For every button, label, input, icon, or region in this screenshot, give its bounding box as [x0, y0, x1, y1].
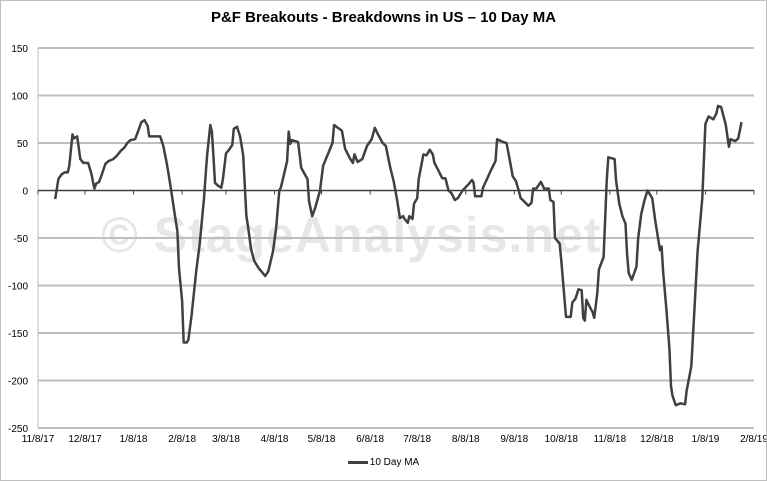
x-tick-label: 3/8/18 — [212, 434, 240, 445]
y-tick-label: -50 — [14, 234, 29, 245]
y-tick-label: -100 — [8, 282, 28, 293]
y-tick-label: -150 — [8, 329, 28, 340]
legend-label: 10 Day MA — [369, 457, 420, 468]
y-tick-label: 0 — [22, 187, 28, 198]
series-line-10-day-ma — [53, 104, 743, 407]
x-tick-label: 11/8/18 — [594, 434, 627, 445]
x-tick-label: 4/8/18 — [261, 434, 289, 445]
y-tick-label: 100 — [11, 92, 28, 103]
chart-title: P&F Breakouts - Breakdowns in US – 10 Da… — [210, 9, 557, 26]
x-tick-label: 6/8/18 — [356, 434, 384, 445]
x-tick-label: 2/8/19 — [740, 434, 767, 445]
x-tick-label: 11/8/17 — [22, 434, 55, 445]
x-tick-label: 1/8/18 — [120, 434, 148, 445]
y-tick-label: 150 — [11, 44, 28, 55]
x-tick-label: 2/8/18 — [168, 434, 196, 445]
x-tick-label: 7/8/18 — [403, 434, 431, 445]
y-tick-label: -250 — [8, 424, 28, 435]
y-tick-label: -200 — [8, 377, 28, 388]
watermark: © StageAnalysis.net — [101, 207, 602, 263]
x-tick-label: 10/8/18 — [545, 434, 579, 445]
legend-swatch — [347, 460, 368, 464]
x-tick-label: 9/8/18 — [500, 434, 528, 445]
legend: 10 Day MA — [1, 457, 766, 468]
x-tick-label: 5/8/18 — [308, 434, 336, 445]
x-tick-label: 12/8/18 — [640, 434, 674, 445]
x-tick-label: 12/8/17 — [68, 434, 102, 445]
y-tick-label: 50 — [17, 139, 29, 150]
x-tick-label: 8/8/18 — [452, 434, 480, 445]
x-tick-label: 1/8/19 — [692, 434, 720, 445]
